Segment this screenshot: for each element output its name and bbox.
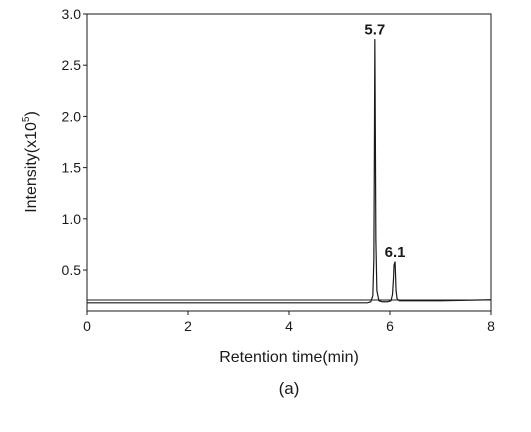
x-axis-title: Retention time(min): [219, 349, 359, 366]
y-axis-title-superscript: 5: [21, 116, 32, 122]
y-axis-title-close: ): [23, 111, 40, 116]
x-tick-label: 0: [83, 318, 91, 334]
y-tick-label: 1.5: [62, 160, 82, 176]
y-tick-label: 2.5: [62, 57, 82, 73]
y-tick-label: 2.0: [62, 108, 82, 124]
figure-caption: (a): [279, 379, 300, 398]
peak-annotations: 5.7 6.1: [364, 22, 405, 261]
y-axis-title: Intensity(x105): [21, 111, 40, 213]
y-tick-label: 1.0: [62, 211, 82, 227]
y-axis-ticks: 0.5 1.0 1.5 2.0 2.5 3.0: [62, 6, 87, 278]
peak-label: 6.1: [385, 244, 406, 261]
plot-frame: [86, 13, 492, 312]
y-tick-label: 0.5: [62, 262, 82, 278]
x-axis-ticks: 0 2 4 6 8: [83, 311, 495, 334]
x-tick-label: 8: [487, 318, 495, 334]
y-axis-title-main: Intensity(x10: [23, 122, 40, 213]
chromatogram-trace: [87, 39, 492, 304]
x-tick-label: 4: [285, 318, 293, 334]
peak-label: 5.7: [364, 22, 385, 39]
y-tick-label: 3.0: [62, 6, 82, 22]
x-tick-label: 2: [184, 318, 192, 334]
x-tick-label: 6: [386, 318, 394, 334]
